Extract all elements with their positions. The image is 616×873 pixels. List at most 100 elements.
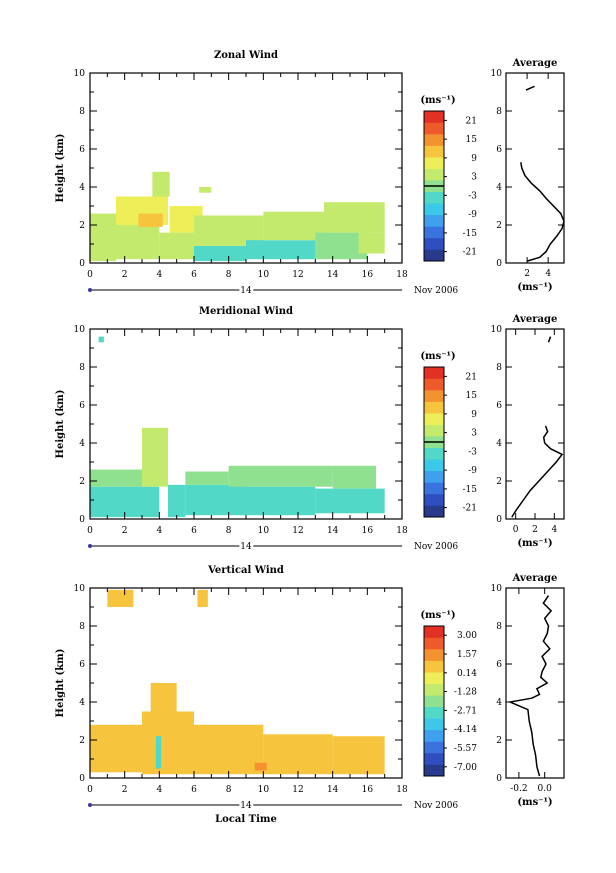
colorbar-tick-label: 15	[466, 391, 478, 401]
heatmap-cell	[315, 488, 385, 514]
colorbar-segment	[424, 249, 444, 262]
x-tick-label: 8	[226, 526, 232, 536]
average-profile-line	[520, 162, 565, 262]
average-y-tick-label: 8	[496, 622, 502, 632]
y-tick-label: 6	[79, 401, 85, 411]
colorbar-segment	[424, 424, 444, 437]
y-tick-label: 4	[79, 439, 85, 449]
average-y-tick-label: 6	[496, 401, 502, 411]
y-tick-label: 2	[79, 477, 85, 487]
y-tick-label: 4	[79, 698, 85, 708]
colorbar-tick-label: 9	[471, 410, 477, 420]
colorbar-segment	[424, 482, 444, 495]
colorbar-tick-label: -5.57	[454, 744, 477, 754]
average-y-tick-label: 8	[496, 107, 502, 117]
colorbar-tick-label: -21	[463, 504, 478, 514]
average-profile-line	[507, 595, 553, 777]
x-tick-label: 8	[226, 270, 232, 280]
colorbar-tick-label: 1.57	[457, 650, 477, 660]
heatmap-cell	[263, 734, 333, 775]
y-tick-label: 4	[79, 183, 85, 193]
heatmap-cell	[159, 232, 194, 260]
colorbar-tick-label: 9	[471, 154, 477, 164]
average-x-tick-label: 2	[532, 525, 538, 535]
heatmap-cell	[228, 465, 333, 487]
y-tick-label: 2	[79, 221, 85, 231]
y-tick-label: 8	[79, 363, 85, 373]
colorbar-tick-label: -7.00	[454, 763, 477, 773]
colorbar-frame	[423, 625, 445, 777]
colorbar-segment	[424, 741, 444, 754]
heatmap-cell	[152, 171, 170, 197]
colorbar-segment	[424, 505, 444, 518]
average-x-label: (ms⁻¹)	[517, 797, 552, 808]
colorbar-tick-label: -9	[468, 210, 477, 220]
x-tick-label: 4	[156, 785, 162, 795]
colorbar-segment	[424, 672, 444, 684]
date-start-marker	[88, 288, 92, 292]
x-tick-label: 10	[258, 270, 270, 280]
x-tick-label: 4	[156, 526, 162, 536]
average-y-tick-label: 0	[496, 259, 502, 269]
x-tick-label: 18	[396, 526, 408, 536]
average-y-tick-label: 0	[496, 515, 502, 525]
average-y-tick-label: 8	[496, 363, 502, 373]
colorbar-segment	[424, 145, 444, 158]
heatmap-cell	[185, 471, 229, 485]
heatmap-cell	[199, 187, 212, 193]
colorbar-segment	[424, 718, 444, 731]
colorbar-tick-label: 3	[471, 429, 477, 439]
y-tick-label: 10	[74, 325, 86, 335]
colorbar-tick-label: -1.28	[454, 688, 477, 698]
y-tick-label: 8	[79, 107, 85, 117]
heatmap-cell	[246, 486, 316, 516]
average-profile-upper-line	[547, 336, 552, 343]
colorbar-segment	[424, 752, 444, 765]
x-tick-label: 6	[191, 785, 197, 795]
colorbar-segment	[424, 401, 444, 414]
average-x-label: (ms⁻¹)	[517, 282, 552, 293]
heatmap-cell	[98, 336, 104, 343]
colorbar-tick-label: 21	[466, 116, 477, 126]
colorbar-segment	[424, 649, 444, 661]
x-tick-label: 14	[327, 785, 339, 795]
colorbar-segment	[424, 367, 444, 379]
average-frame	[505, 72, 565, 264]
average-y-tick-label: 2	[496, 221, 502, 231]
average-profile-line	[511, 425, 564, 518]
colorbar-segment	[424, 447, 444, 460]
colorbar-segment	[424, 134, 444, 146]
colorbar-tick-label: 0.14	[457, 669, 477, 679]
x-tick-label: 6	[191, 526, 197, 536]
average-y-tick-label: 10	[491, 584, 503, 594]
heatmap-cell	[194, 724, 264, 775]
heatmap-cells	[90, 589, 385, 775]
x-axis-label: Local Time	[215, 814, 277, 825]
heatmap-cell	[254, 762, 267, 771]
x-tick-label: 16	[362, 270, 374, 280]
colorbar-segment	[424, 706, 444, 719]
x-tick-label: 12	[292, 785, 303, 795]
y-tick-label: 0	[79, 774, 85, 784]
panel-title: Meridional Wind	[199, 306, 293, 317]
x-tick-label: 14	[327, 526, 339, 536]
colorbar-segment	[424, 660, 444, 673]
date-day-label: 14	[240, 801, 252, 811]
x-tick-label: 0	[87, 526, 93, 536]
average-x-tick-label: 0	[513, 525, 519, 535]
colorbar-segment	[424, 214, 444, 227]
colorbar-tick-label: -3	[468, 191, 477, 201]
average-x-tick-label: 4	[545, 269, 551, 279]
heatmap-cell	[168, 484, 186, 518]
colorbar-tick-label: -2.71	[454, 706, 477, 716]
x-tick-label: 18	[396, 270, 408, 280]
colorbar-segment	[424, 226, 444, 239]
colorbar-segment	[424, 637, 444, 650]
colorbar-segment	[424, 683, 444, 696]
colorbar-tick-label: -4.14	[454, 725, 477, 735]
x-tick-label: 12	[292, 270, 303, 280]
y-tick-label: 0	[79, 515, 85, 525]
colorbar-tick-label: 3.00	[457, 631, 477, 641]
heatmap-cell	[138, 213, 163, 227]
colorbar-segment	[424, 122, 444, 135]
